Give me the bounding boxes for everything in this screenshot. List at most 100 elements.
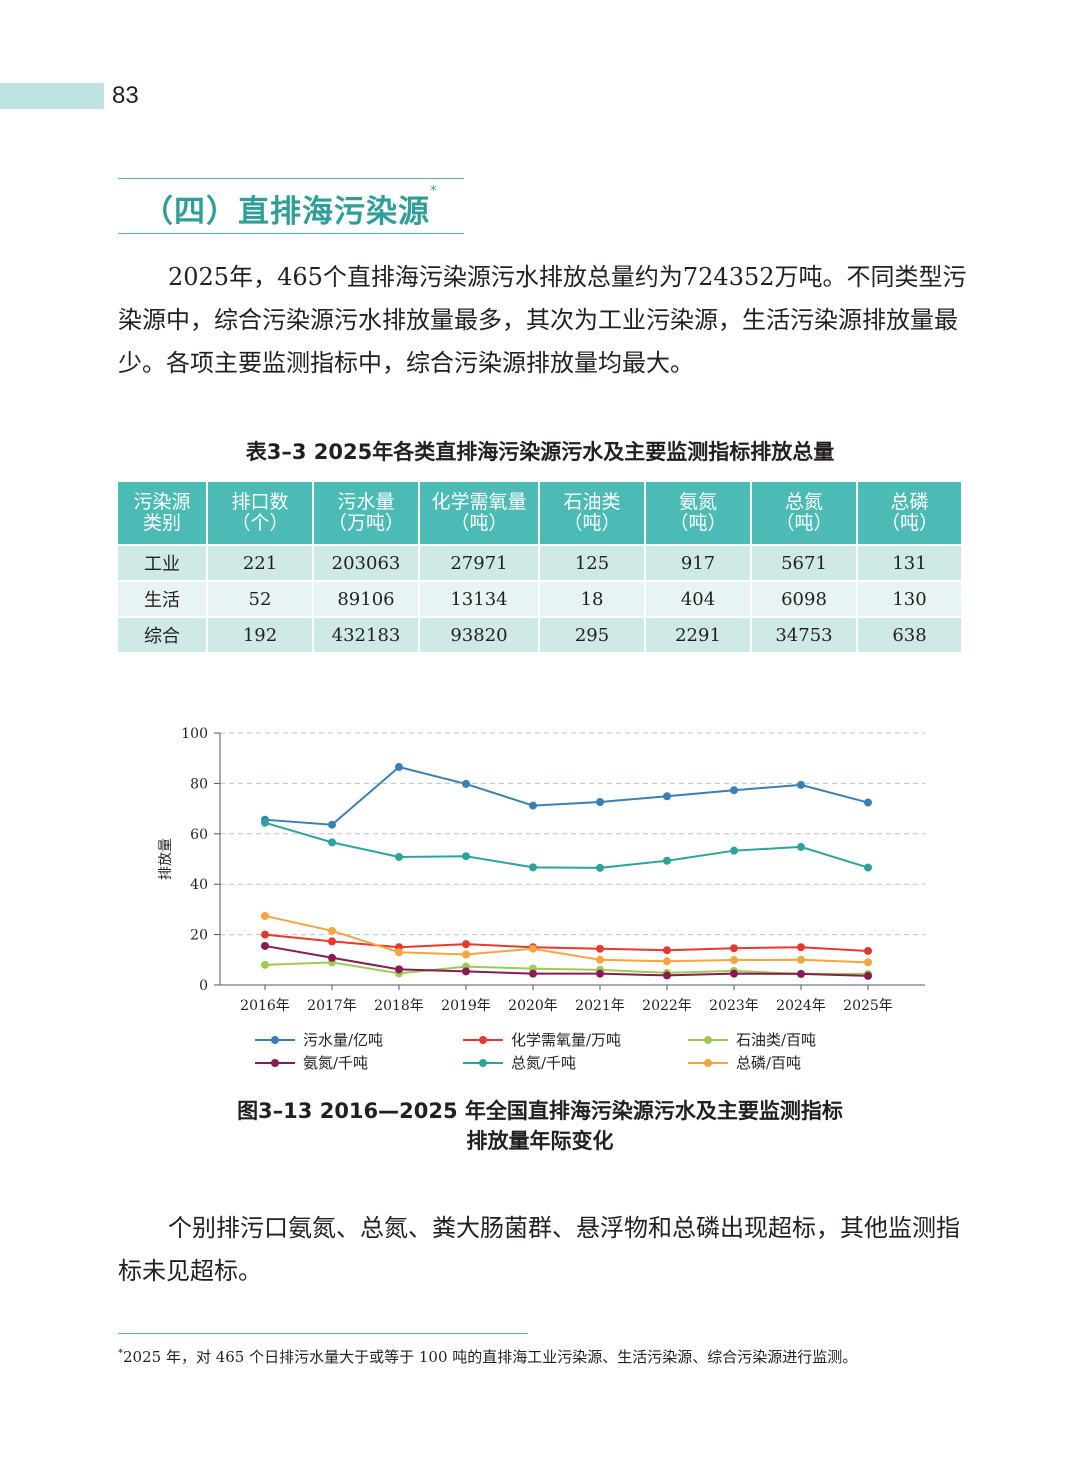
data-point: [797, 969, 805, 978]
data-point: [730, 846, 738, 855]
emission-trend-chart: 0 20 40 60 80 100 2016年 2017年 2018年 2019年 2020年 202…: [158, 726, 925, 1072]
data-point: [529, 801, 537, 810]
data-point: [328, 937, 336, 946]
table-cell: 34753: [751, 616, 858, 652]
x-tick-label: 2019年: [441, 998, 491, 1014]
legend-swatch-marker: [271, 1059, 279, 1067]
x-tick-label: 2016年: [240, 998, 290, 1014]
data-point: [864, 946, 872, 955]
figure-caption-line1: 图3–13 2016—2025 年全国直排海污染源污水及主要监测指标: [237, 1099, 843, 1123]
table-cell: 404: [645, 580, 752, 617]
data-point: [864, 971, 872, 980]
data-point: [797, 955, 805, 964]
data-point: [730, 786, 738, 795]
data-point: [328, 838, 336, 847]
figure-caption-line2: 排放量年际变化: [466, 1129, 614, 1153]
data-point: [730, 956, 738, 965]
data-point: [261, 941, 269, 950]
table-cell: 27971: [419, 544, 540, 581]
legend-swatch-marker: [479, 1059, 487, 1067]
data-point: [663, 957, 671, 966]
exceedance-paragraph: 个别排污口氨氮、总氮、粪大肠菌群、悬浮物和总磷出现超标，其他监测指标未见超标。: [118, 1214, 960, 1285]
table-cell: 6098: [751, 580, 858, 617]
header-cell: 总磷 （吨）: [857, 482, 961, 545]
data-point: [529, 969, 537, 978]
data-point: [395, 965, 403, 974]
x-tick-label: 2018年: [374, 998, 424, 1014]
header-cell: 化学需氧量 （吨）: [419, 482, 540, 545]
x-tick-label: 2024年: [776, 998, 826, 1014]
header-cell: 总氮 （吨）: [751, 482, 858, 545]
footnote-text: 2025 年，对 465 个日排污水量大于或等于 100 吨的直排海工业污染源、…: [123, 1348, 858, 1366]
section-title-box: （四）直排海污染源*: [118, 178, 464, 234]
header-cell: 氨氮 （吨）: [645, 482, 752, 545]
data-point: [395, 763, 403, 772]
data-point: [663, 971, 671, 980]
data-point: [663, 856, 671, 865]
data-point: [395, 852, 403, 861]
legend-label: 总氮/千吨: [511, 1054, 576, 1072]
data-point: [730, 944, 738, 953]
y-tick-label: 100: [181, 726, 208, 742]
intro-paragraph: 2025年，465个直排海污染源污水排放总量约为724352万吨。不同类型污染源…: [118, 263, 967, 377]
y-tick-label: 20: [190, 928, 208, 944]
legend-swatch-marker: [479, 1036, 487, 1044]
data-point: [797, 780, 805, 789]
data-point: [328, 820, 336, 829]
y-axis-label: 排放量: [158, 838, 174, 880]
x-tick-label: 2020年: [508, 998, 558, 1014]
series-line: [264, 944, 869, 977]
data-point: [730, 969, 738, 978]
header-cell: 排口数 （个）: [207, 482, 314, 545]
data-point: [261, 930, 269, 939]
legend-label: 石油类/百吨: [736, 1031, 816, 1049]
series-line: [264, 914, 869, 964]
table-cell: 221: [207, 544, 314, 581]
data-point: [596, 955, 604, 964]
footnote-divider: [118, 1333, 528, 1334]
data-point: [529, 944, 537, 953]
table-row: 综合 192 432183 93820 295 2291 34753 638: [118, 616, 961, 652]
legend-swatch-marker: [704, 1059, 712, 1067]
x-tick-label: 2023年: [709, 998, 759, 1014]
table-cell: 130: [857, 580, 961, 617]
data-point: [596, 798, 604, 807]
table-cell: 203063: [313, 544, 420, 581]
data-point: [663, 946, 671, 955]
series-line: [264, 933, 869, 952]
data-point: [462, 852, 470, 861]
table-cell: 295: [539, 616, 646, 652]
table-cell: 125: [539, 544, 646, 581]
data-point: [797, 943, 805, 952]
table-cell: 917: [645, 544, 752, 581]
data-point: [797, 842, 805, 851]
header-cell: 石油类 （吨）: [539, 482, 646, 545]
data-point: [663, 792, 671, 801]
data-point: [864, 958, 872, 967]
legend-swatch-marker: [271, 1036, 279, 1044]
data-point: [462, 940, 470, 949]
table-cell: 综合: [118, 616, 208, 652]
table-cell: 52: [207, 580, 314, 617]
legend-label: 污水量/亿吨: [303, 1031, 383, 1049]
y-tick-label: 0: [199, 978, 208, 994]
y-tick-label: 80: [190, 776, 208, 792]
y-tick-label: 40: [190, 877, 208, 893]
data-point: [261, 911, 269, 920]
x-tick-label: 2021年: [575, 998, 625, 1014]
data-point: [328, 926, 336, 935]
series-line: [264, 821, 869, 869]
table-cell: 638: [857, 616, 961, 652]
legend-label: 化学需氧量/万吨: [511, 1031, 621, 1049]
data-point: [462, 967, 470, 976]
legend-swatch-marker: [704, 1036, 712, 1044]
legend-label: 氨氮/千吨: [303, 1054, 368, 1072]
emission-table: 污染源 类别 排口数 （个） 污水量 （万吨） 化学需氧量 （吨） 石油类 （吨） 氨氮（…: [118, 482, 961, 652]
data-point: [596, 969, 604, 978]
table-cell: 工业: [118, 544, 208, 581]
table-header-row: 污染源 类别 排口数 （个） 污水量 （万吨） 化学需氧量 （吨） 石油类 （吨） 氨氮（…: [118, 482, 961, 545]
table-cell: 18: [539, 580, 646, 617]
data-point: [864, 798, 872, 807]
table-cell: 432183: [313, 616, 420, 652]
page-tab-decoration: [0, 83, 104, 109]
